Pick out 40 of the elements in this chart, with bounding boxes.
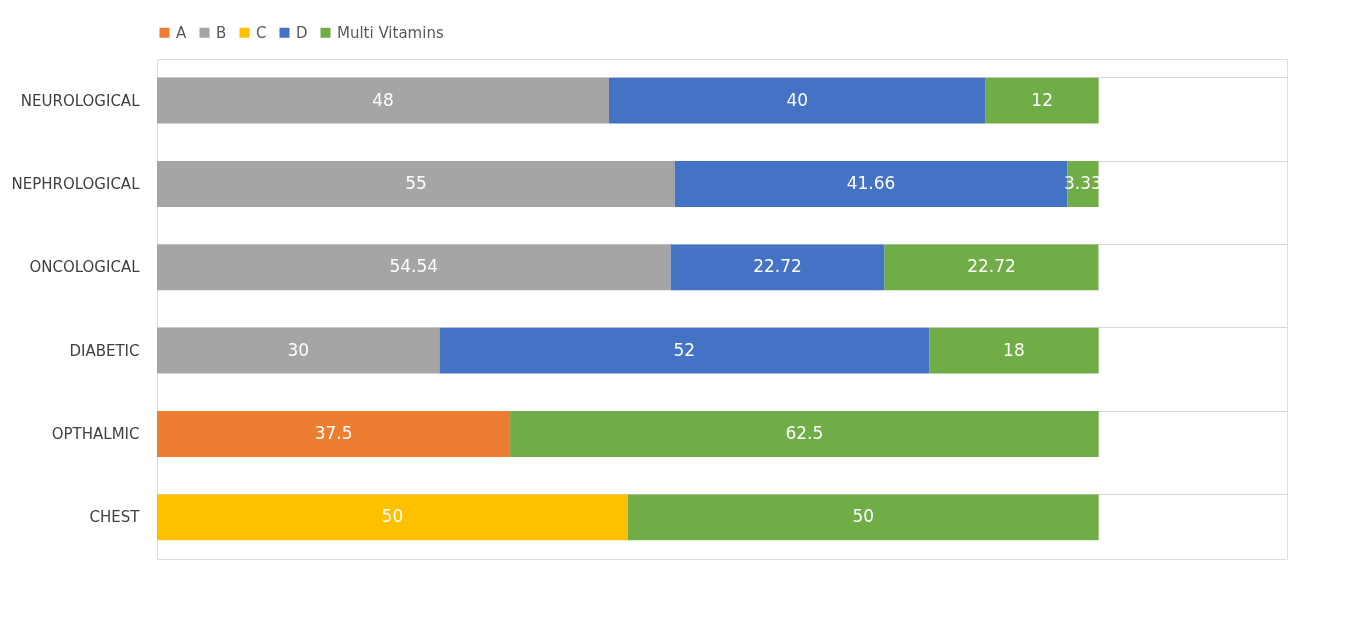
y-tick-label: ONCOLOGICAL bbox=[29, 258, 141, 277]
bar bbox=[439, 327, 930, 374]
data-label: 52 bbox=[673, 339, 696, 360]
data-label: 30 bbox=[287, 339, 310, 360]
legend-label: C bbox=[256, 23, 267, 42]
bar bbox=[884, 244, 1099, 291]
data-label: 50 bbox=[381, 506, 404, 527]
data-label: 37.5 bbox=[314, 423, 353, 443]
data-label: 48 bbox=[372, 89, 394, 110]
data-label: 12 bbox=[1031, 89, 1053, 110]
data-label: 40 bbox=[786, 89, 809, 110]
bar bbox=[157, 244, 671, 291]
data-label: 50 bbox=[852, 506, 875, 527]
y-tick-label: DIABETIC bbox=[69, 341, 140, 360]
y-tick-label: NEPHROLOGICAL bbox=[11, 175, 141, 193]
data-label: 55 bbox=[405, 173, 427, 193]
legend-label: Multi Vitamins bbox=[337, 23, 444, 42]
bar bbox=[609, 77, 986, 124]
bar bbox=[627, 494, 1099, 541]
data-label: 54.54 bbox=[389, 256, 439, 277]
bar bbox=[929, 327, 1099, 374]
legend-label: A bbox=[176, 23, 187, 42]
bar bbox=[157, 77, 609, 124]
legend-label: D bbox=[296, 23, 308, 42]
y-tick-label: NEUROLOGICAL bbox=[20, 91, 141, 110]
y-tick-label: CHEST bbox=[89, 508, 141, 527]
bar bbox=[157, 411, 511, 457]
data-label: 41.66 bbox=[846, 173, 896, 193]
data-label: 22.72 bbox=[753, 256, 802, 277]
bar bbox=[157, 327, 440, 374]
legend-label: B bbox=[216, 23, 227, 42]
y-tick-label: OPTHALMIC bbox=[51, 425, 140, 443]
bar bbox=[157, 494, 628, 541]
bar bbox=[157, 161, 675, 207]
bar bbox=[670, 244, 885, 291]
data-label: 62.5 bbox=[785, 423, 824, 443]
bar bbox=[985, 77, 1099, 124]
bar bbox=[510, 411, 1099, 457]
data-label: 22.72 bbox=[967, 256, 1016, 277]
data-label: 18 bbox=[1003, 339, 1025, 360]
